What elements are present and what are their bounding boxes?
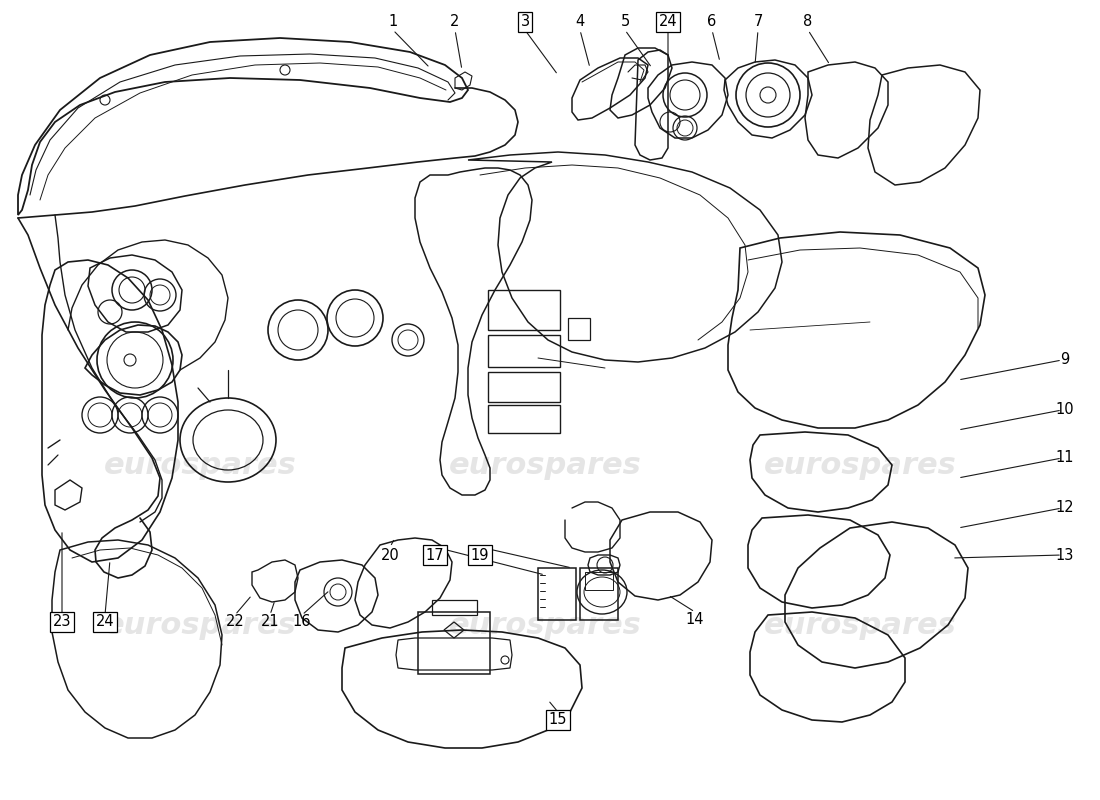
- Text: 22: 22: [226, 614, 244, 630]
- Text: eurospares: eurospares: [449, 450, 641, 479]
- Bar: [580, 568, 618, 620]
- Bar: [488, 372, 560, 402]
- Text: eurospares: eurospares: [103, 610, 296, 639]
- Text: 1: 1: [388, 14, 397, 30]
- Text: 5: 5: [620, 14, 629, 30]
- Bar: [488, 405, 560, 433]
- Text: 6: 6: [707, 14, 716, 30]
- Text: 13: 13: [1056, 547, 1075, 562]
- Text: 17: 17: [426, 547, 444, 562]
- Text: eurospares: eurospares: [449, 610, 641, 639]
- Bar: [538, 568, 576, 620]
- Text: 24: 24: [96, 614, 114, 630]
- Text: 24: 24: [659, 14, 678, 30]
- Bar: [568, 318, 590, 340]
- Text: 21: 21: [261, 614, 279, 630]
- Bar: [585, 572, 613, 590]
- Text: 16: 16: [293, 614, 311, 630]
- Bar: [432, 600, 477, 615]
- Text: 7: 7: [754, 14, 762, 30]
- Text: 23: 23: [53, 614, 72, 630]
- Text: eurospares: eurospares: [103, 450, 296, 479]
- Text: 15: 15: [549, 713, 568, 727]
- Text: 9: 9: [1060, 353, 1069, 367]
- Text: 3: 3: [520, 14, 529, 30]
- Text: 4: 4: [575, 14, 584, 30]
- Text: 12: 12: [1056, 501, 1075, 515]
- Text: 2: 2: [450, 14, 460, 30]
- Text: eurospares: eurospares: [763, 450, 956, 479]
- Text: 14: 14: [685, 613, 704, 627]
- Bar: [418, 612, 490, 674]
- Bar: [488, 290, 560, 330]
- Text: 11: 11: [1056, 450, 1075, 466]
- Text: 10: 10: [1056, 402, 1075, 418]
- Text: 20: 20: [381, 547, 399, 562]
- Text: 8: 8: [803, 14, 813, 30]
- Text: eurospares: eurospares: [763, 610, 956, 639]
- Text: 19: 19: [471, 547, 490, 562]
- Bar: [488, 335, 560, 367]
